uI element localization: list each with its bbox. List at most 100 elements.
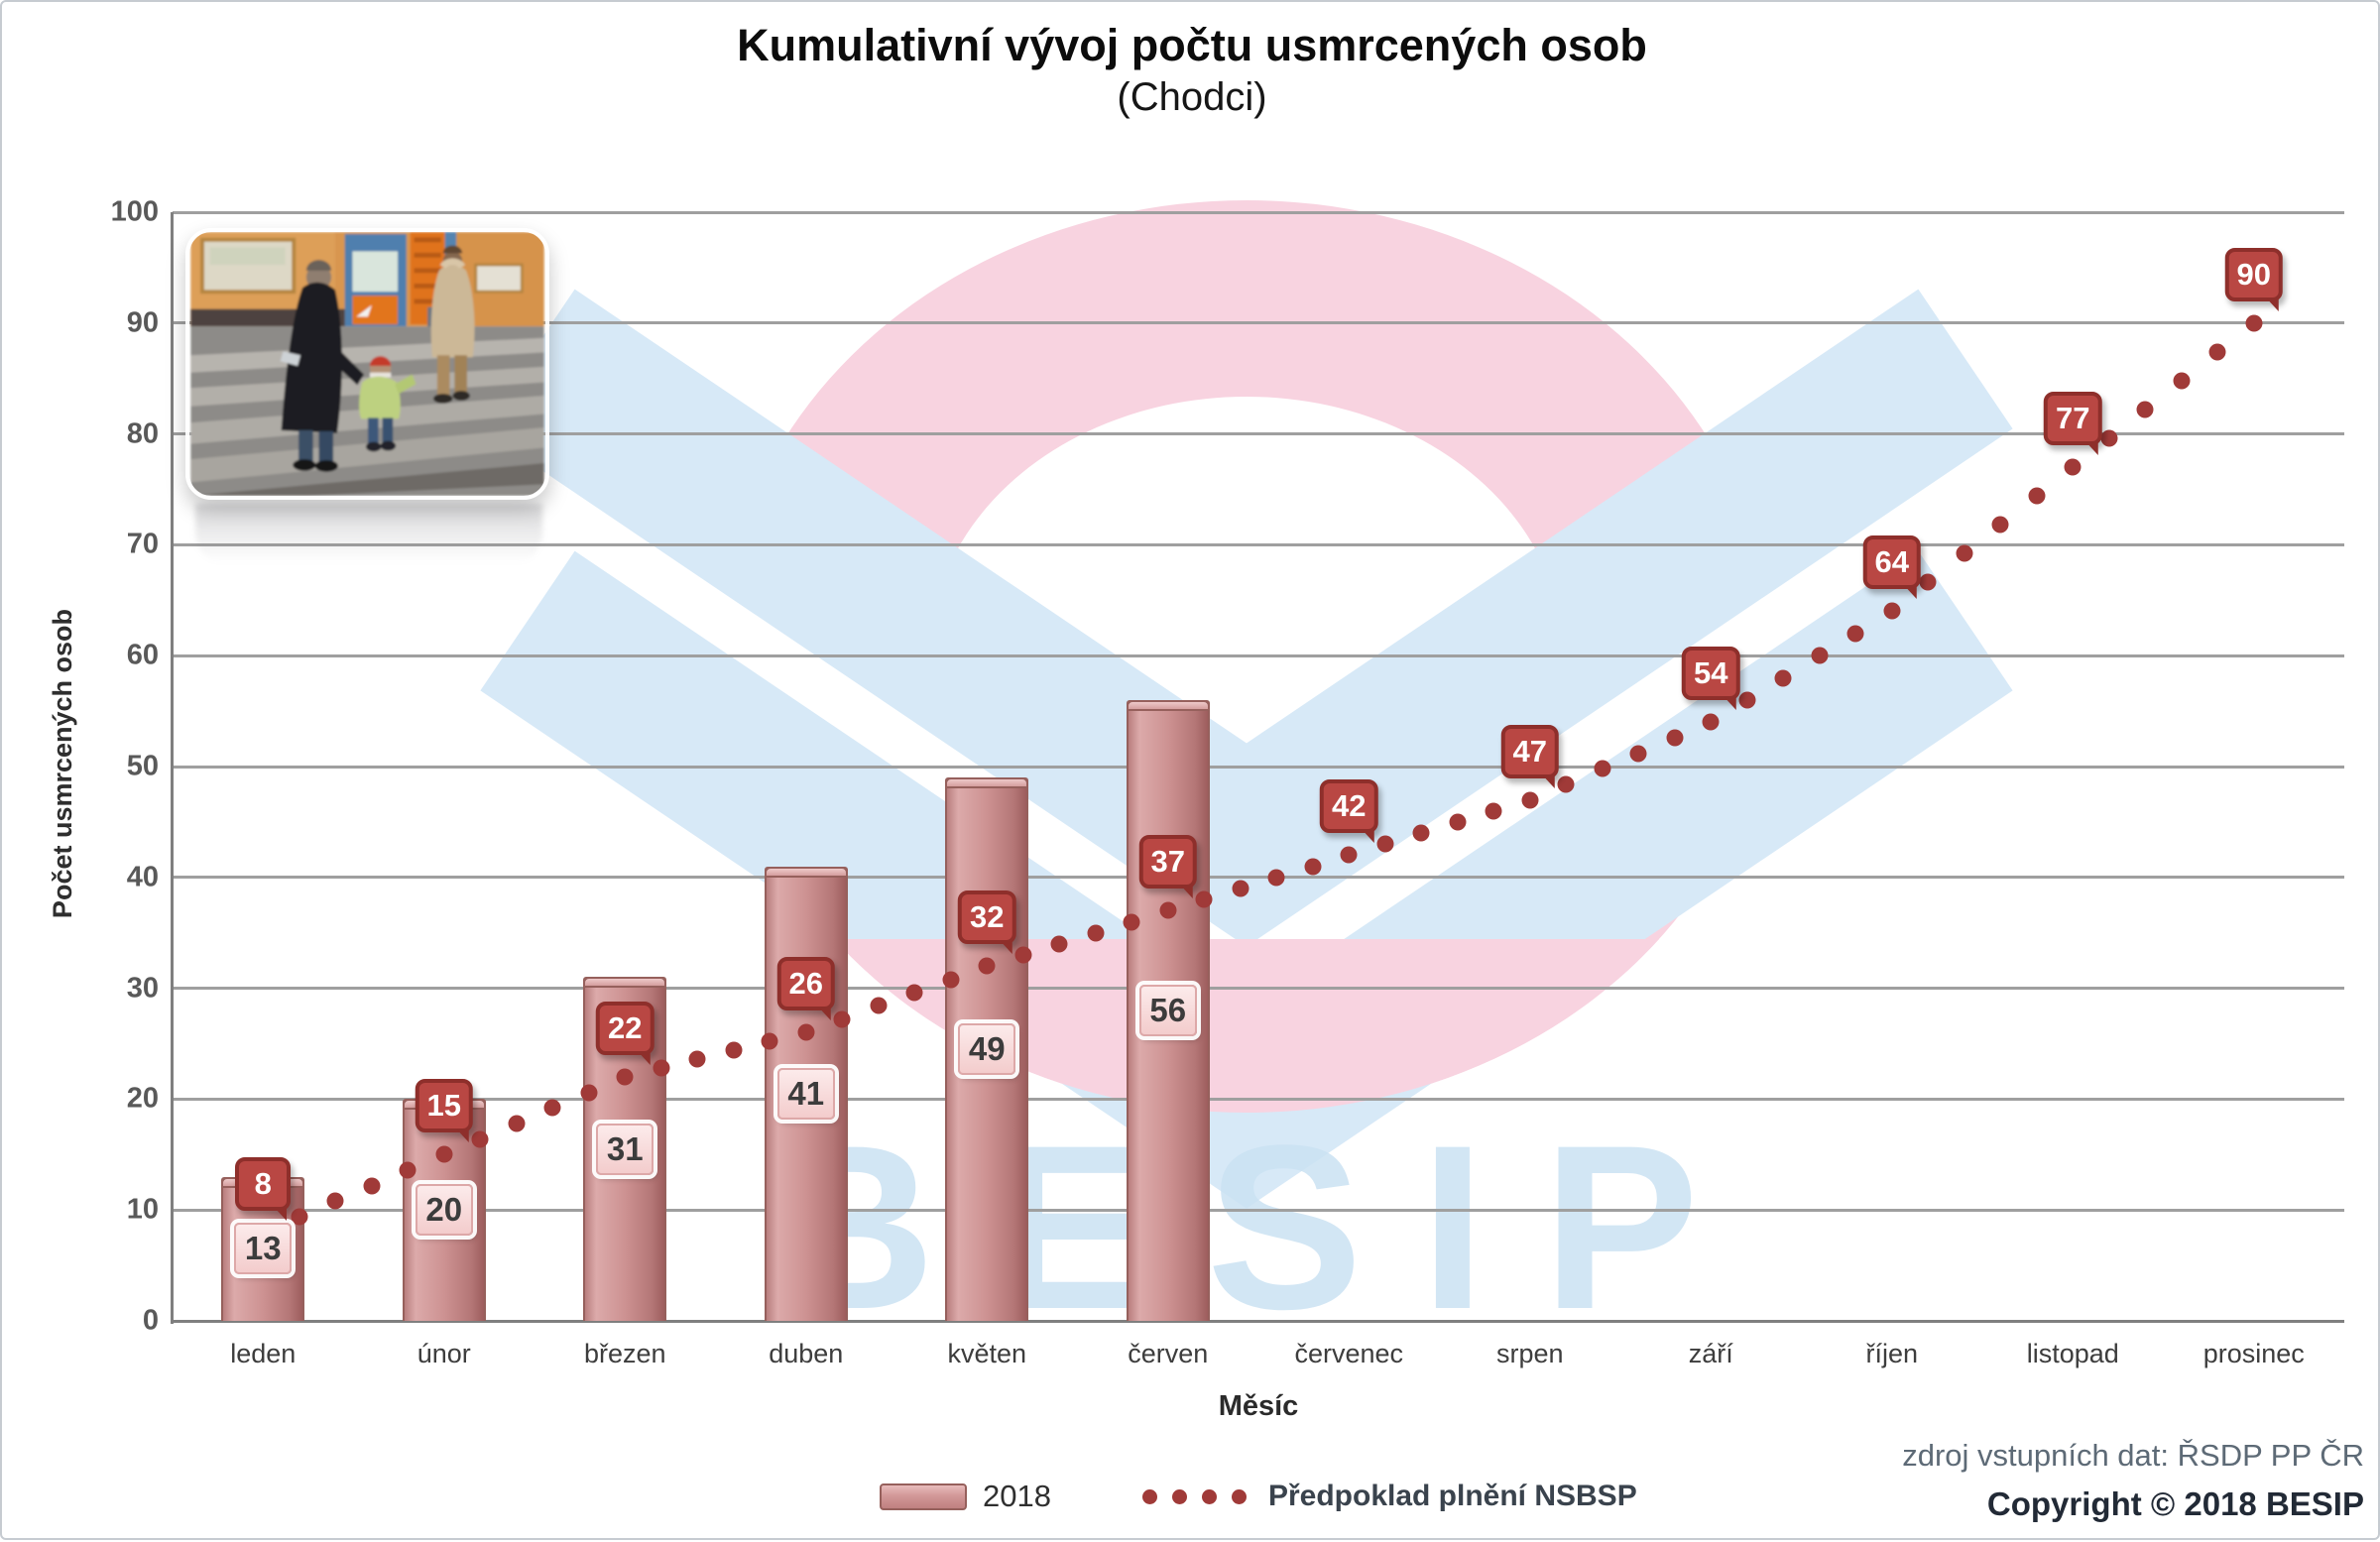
- line-dot: [1340, 846, 1358, 864]
- line-dot: [363, 1177, 381, 1195]
- line-dot: [291, 1208, 308, 1226]
- legend-dot-icon: [1141, 1488, 1157, 1504]
- y-tick-label: 80: [126, 417, 159, 450]
- line-value-label: 64: [1862, 535, 1921, 600]
- line-dot: [1991, 516, 2009, 534]
- besip-watermark-text: BESIP: [766, 1097, 1757, 1359]
- line-value-label: 90: [2224, 247, 2283, 311]
- line-dot: [1123, 913, 1140, 931]
- line-value-label: 26: [776, 957, 835, 1021]
- legend-dot-icon: [1201, 1488, 1217, 1504]
- line-dot: [1449, 813, 1467, 831]
- line-dot: [508, 1115, 526, 1132]
- line-value-label: 8: [235, 1156, 292, 1221]
- line-value-label: 15: [415, 1079, 473, 1143]
- x-tick-label: prosinec: [2202, 1339, 2305, 1368]
- line-dot: [761, 1032, 778, 1050]
- pedestrian-photo: [185, 228, 549, 500]
- line-dot: [1412, 824, 1430, 842]
- line-dot: [870, 997, 888, 1014]
- x-tick-label: březen: [583, 1339, 666, 1368]
- gridline-60: [173, 653, 2344, 657]
- line-dot: [2245, 314, 2263, 332]
- line-dot: [1629, 745, 1647, 763]
- gridline-80: [173, 432, 2344, 436]
- gridline-50: [173, 765, 2344, 769]
- bar-value-label: 20: [415, 1184, 473, 1237]
- legend-bar-label: 2018: [983, 1479, 1051, 1513]
- x-tick-label: září: [1688, 1339, 1733, 1368]
- y-tick-label: 90: [126, 306, 159, 339]
- line-dot: [1883, 602, 1901, 620]
- line-dot: [1014, 946, 1032, 964]
- line-dot: [1087, 924, 1105, 942]
- line-dot: [797, 1023, 815, 1041]
- gridline-100: [173, 210, 2344, 214]
- line-value-label: 37: [1138, 835, 1197, 899]
- bar-value-label: 41: [776, 1067, 835, 1120]
- line-dot: [1666, 729, 1684, 747]
- line-value-label: 32: [958, 890, 1016, 955]
- y-tick-label: 70: [126, 528, 159, 560]
- line-dot: [653, 1059, 670, 1077]
- line-dot: [1485, 802, 1502, 820]
- y-axis-line: [171, 212, 174, 1324]
- line-dot: [2136, 401, 2154, 418]
- chart-subtitle: (Chodci): [1117, 75, 1267, 119]
- x-tick-label: květen: [947, 1339, 1027, 1368]
- line-value-label: 42: [1320, 779, 1378, 844]
- x-tick-label: leden: [230, 1339, 297, 1368]
- line-dot: [905, 984, 923, 1002]
- bar-value-label: 31: [596, 1123, 654, 1175]
- y-tick-label: 50: [126, 750, 159, 782]
- x-tick-label: duben: [769, 1339, 844, 1368]
- line-dot: [1159, 901, 1177, 919]
- line-dot: [1919, 573, 1937, 591]
- line-value-label: 47: [1500, 724, 1559, 788]
- gridline-0: [173, 1319, 2344, 1323]
- gridline-40: [173, 876, 2344, 880]
- y-tick-label: 30: [126, 972, 159, 1005]
- y-tick-label: 40: [126, 861, 159, 893]
- gridline-30: [173, 987, 2344, 991]
- line-dot: [1521, 791, 1539, 809]
- line-dot: [616, 1068, 634, 1086]
- line-dot: [1232, 880, 1250, 897]
- line-dot: [2064, 458, 2082, 476]
- line-value-label: 77: [2044, 392, 2102, 456]
- y-tick-label: 0: [142, 1304, 159, 1337]
- x-tick-label: červen: [1128, 1339, 1209, 1368]
- line-value-label: 54: [1682, 647, 1740, 711]
- gridline-90: [173, 321, 2344, 325]
- line-dot: [833, 1010, 851, 1028]
- line-dot: [725, 1041, 743, 1059]
- pedestrian-photo-illustration: [190, 232, 544, 496]
- line-dot: [1738, 691, 1756, 709]
- line-value-label: 22: [596, 1002, 654, 1066]
- x-tick-label: srpen: [1495, 1339, 1564, 1368]
- line-dot: [1702, 713, 1720, 731]
- legend-dotted-swatch: [1141, 1488, 1247, 1504]
- x-tick-label: únor: [416, 1339, 471, 1368]
- line-dot: [688, 1050, 706, 1068]
- photo-reflection: [195, 504, 542, 563]
- line-dot: [1557, 775, 1575, 793]
- line-dot: [2100, 429, 2118, 447]
- chart-title: Kumulativní vývoj počtu usmrcených osob: [737, 20, 1647, 70]
- line-dot: [435, 1145, 453, 1163]
- line-dot: [1267, 869, 1285, 887]
- line-dot: [2173, 372, 2191, 390]
- x-tick-label: říjen: [1865, 1339, 1919, 1368]
- copyright-text: Copyright © 2018 BESIP: [1986, 1485, 2364, 1522]
- besip-logo-chevron-upper: [480, 289, 2013, 947]
- line-dot: [580, 1084, 598, 1102]
- line-dot: [1376, 835, 1394, 853]
- line-dot: [1811, 647, 1829, 664]
- line-dot: [942, 971, 960, 989]
- line-dot: [1956, 544, 1973, 562]
- line-dot: [1304, 858, 1322, 876]
- line-dot: [2208, 343, 2226, 361]
- legend-bar-swatch: [880, 1483, 967, 1510]
